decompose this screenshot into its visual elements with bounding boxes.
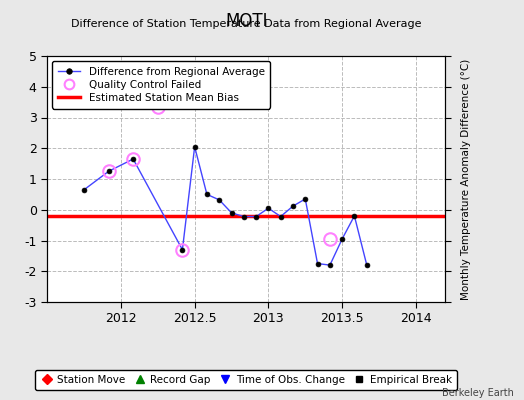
Text: Berkeley Earth: Berkeley Earth	[442, 388, 514, 398]
Y-axis label: Monthly Temperature Anomaly Difference (°C): Monthly Temperature Anomaly Difference (…	[461, 58, 472, 300]
Legend: Station Move, Record Gap, Time of Obs. Change, Empirical Break: Station Move, Record Gap, Time of Obs. C…	[35, 370, 457, 390]
Text: Difference of Station Temperature Data from Regional Average: Difference of Station Temperature Data f…	[71, 19, 421, 29]
Text: MOTI: MOTI	[225, 12, 268, 30]
